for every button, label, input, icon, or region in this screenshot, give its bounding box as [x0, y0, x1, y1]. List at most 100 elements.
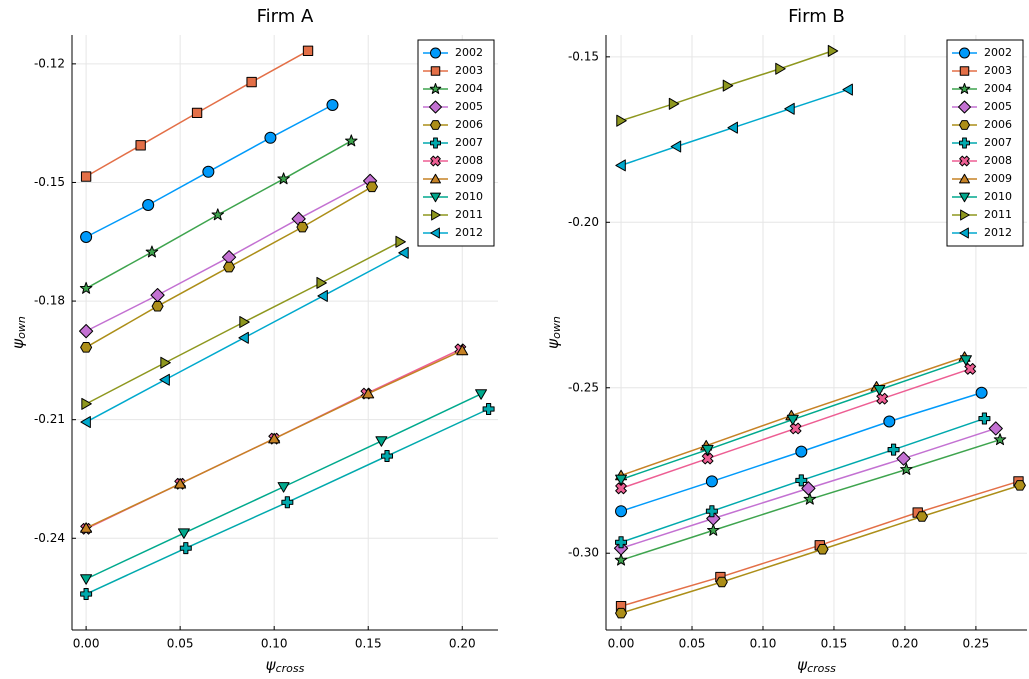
legend-marker	[958, 100, 971, 114]
marker	[1013, 480, 1026, 491]
marker	[616, 114, 627, 127]
marker	[174, 478, 187, 489]
legend-marker	[959, 227, 969, 239]
legend-marker	[960, 209, 970, 221]
legend-label: 2012	[455, 226, 483, 239]
x-axis-label: ψcross	[266, 656, 305, 676]
x-tick-label: 0.05	[167, 637, 194, 651]
marker	[873, 384, 886, 396]
marker	[159, 373, 170, 386]
marker	[883, 415, 896, 428]
marker	[975, 386, 988, 399]
marker	[80, 588, 93, 601]
marker	[151, 300, 164, 312]
legend-label: 2009	[455, 172, 483, 185]
marker	[316, 276, 327, 289]
marker	[296, 221, 309, 233]
legend-label: 2011	[455, 208, 483, 221]
x-tick-label: 0.00	[73, 637, 100, 651]
marker	[614, 553, 628, 566]
marker	[615, 607, 628, 619]
marker	[317, 289, 328, 302]
marker	[789, 422, 802, 435]
y-tick-label: -0.12	[34, 56, 65, 70]
marker	[727, 121, 738, 134]
y-tick-label: -0.21	[34, 412, 65, 426]
marker	[238, 331, 249, 344]
marker	[964, 363, 977, 375]
marker	[398, 246, 409, 259]
marker	[80, 342, 93, 353]
legend-label: 2012	[984, 226, 1012, 239]
marker	[842, 83, 853, 96]
marker	[715, 576, 728, 588]
legend-marker	[431, 209, 441, 221]
legend-marker	[959, 120, 970, 130]
marker	[395, 235, 406, 248]
x-tick-label: 0.10	[750, 637, 777, 651]
legend-label: 2002	[455, 46, 483, 59]
marker	[268, 432, 281, 444]
y-tick-label: -0.25	[568, 380, 599, 394]
legend-label: 2006	[984, 118, 1012, 131]
y-axis-subscript: own	[15, 316, 28, 339]
legend-marker	[430, 155, 441, 167]
marker	[80, 171, 92, 182]
legend-label: 2010	[984, 190, 1012, 203]
legend-marker	[959, 155, 970, 167]
marker	[135, 140, 146, 151]
legend-label: 2004	[984, 82, 1012, 95]
x-axis-label: ψcross	[797, 656, 836, 676]
marker	[80, 231, 93, 244]
legend-label: 2010	[455, 190, 483, 203]
marker	[959, 355, 972, 366]
marker	[707, 523, 720, 536]
x-tick-label: 0.20	[892, 637, 919, 651]
legend-marker	[430, 47, 441, 59]
marker	[705, 505, 718, 518]
marker	[277, 482, 290, 493]
legend-label: 2005	[455, 100, 483, 113]
marker	[722, 79, 734, 92]
x-tick-label: 0.15	[355, 637, 382, 651]
marker	[615, 482, 627, 495]
marker	[615, 159, 626, 172]
marker	[615, 536, 628, 549]
legend-label: 2003	[984, 64, 1012, 77]
legend-marker	[959, 66, 970, 76]
marker	[211, 208, 225, 221]
marker	[150, 288, 165, 303]
y-tick-label: -0.30	[568, 546, 599, 560]
marker	[381, 450, 394, 463]
marker	[795, 474, 808, 487]
marker	[803, 492, 817, 505]
marker	[264, 131, 277, 144]
marker	[202, 165, 215, 178]
marker	[978, 412, 991, 425]
marker	[277, 172, 290, 185]
legend-marker	[430, 173, 441, 184]
legend-label: 2003	[455, 64, 483, 77]
marker	[876, 392, 889, 405]
marker	[177, 528, 190, 539]
legend-label: 2005	[984, 100, 1012, 113]
x-axis-symbol: ψ	[797, 656, 808, 674]
marker	[988, 421, 1003, 436]
x-tick-label: 0.10	[261, 637, 288, 651]
chart-title: Firm A	[257, 6, 314, 27]
x-tick-label: 0.00	[608, 637, 635, 651]
legend-marker	[958, 83, 971, 94]
marker	[615, 474, 628, 486]
marker	[775, 62, 786, 75]
legend-label: 2007	[455, 136, 483, 149]
marker	[887, 443, 900, 456]
marker	[142, 199, 155, 211]
marker	[705, 475, 718, 488]
x-tick-label: 0.20	[449, 637, 476, 651]
marker	[670, 140, 682, 153]
y-tick-label: -0.15	[34, 175, 65, 189]
x-tick-label: 0.25	[963, 637, 990, 651]
legend-marker	[959, 47, 970, 59]
marker	[365, 181, 378, 193]
